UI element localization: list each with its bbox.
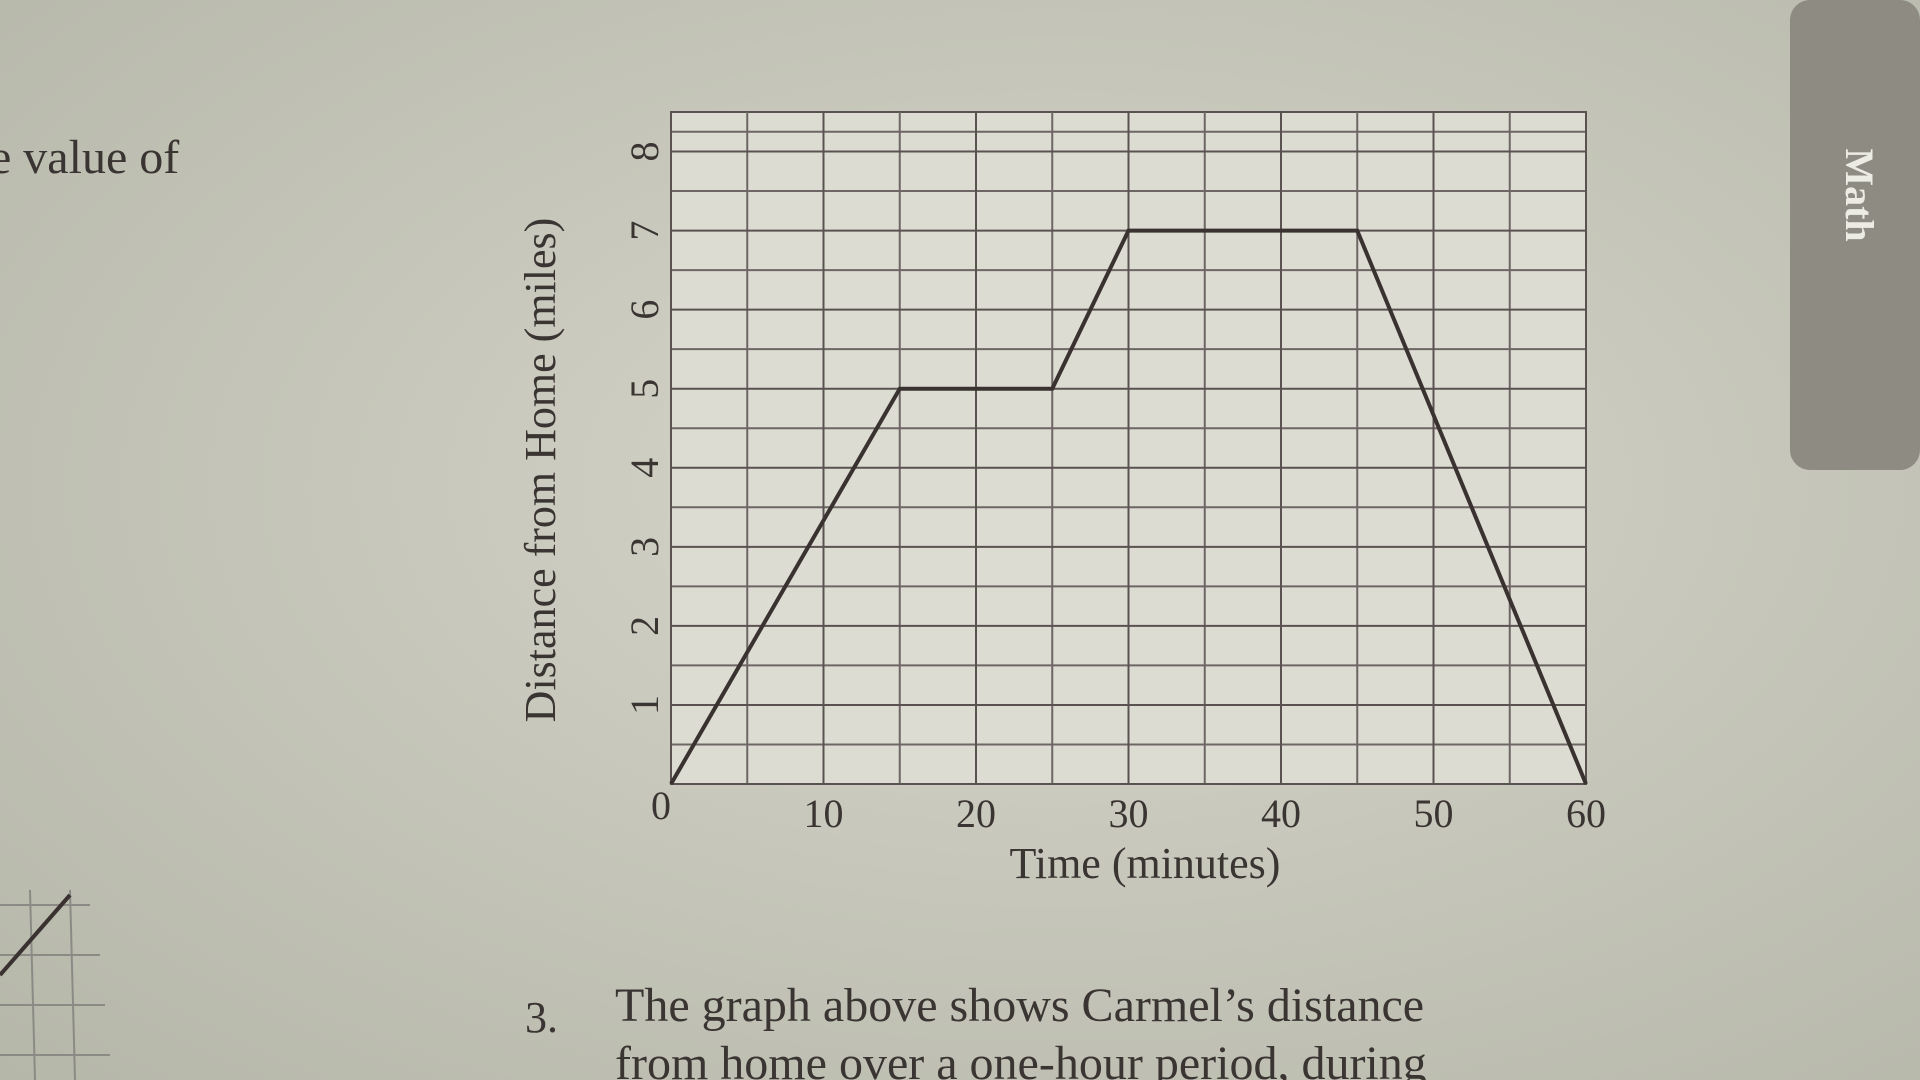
corner-graph xyxy=(0,889,110,1080)
y-tick-label: 3 xyxy=(622,537,667,557)
x-tick-label: 60 xyxy=(1566,791,1606,836)
x-tick-label: 10 xyxy=(804,791,844,836)
y-tick-label: 7 xyxy=(622,221,667,241)
y-tick-label: 8 xyxy=(622,142,667,162)
tab-label: Math xyxy=(1837,148,1882,241)
x-tick-label: 50 xyxy=(1414,791,1454,836)
data-line xyxy=(669,228,1588,786)
text-fragment: e value of xyxy=(0,131,179,184)
y-tick-label: 4 xyxy=(622,458,667,478)
y-tick-label: 2 xyxy=(622,616,667,636)
x-tick-label: 0 xyxy=(651,783,671,828)
question-line: from home over a one-hour period, during xyxy=(615,1037,1427,1080)
y-tick-label: 6 xyxy=(622,300,667,320)
y-tick-label: 1 xyxy=(622,695,667,715)
question-number: 3. xyxy=(525,993,558,1042)
x-tick-label: 30 xyxy=(1109,791,1149,836)
y-axis-label: Distance from Home (miles) xyxy=(516,218,565,723)
x-tick-label: 40 xyxy=(1261,791,1301,836)
x-axis-label: Time (minutes) xyxy=(1010,839,1281,888)
x-tick-label: 20 xyxy=(956,791,996,836)
tab-background xyxy=(1790,0,1920,470)
question-line: The graph above shows Carmel’s distance xyxy=(615,979,1424,1032)
y-tick-label: 5 xyxy=(622,379,667,399)
